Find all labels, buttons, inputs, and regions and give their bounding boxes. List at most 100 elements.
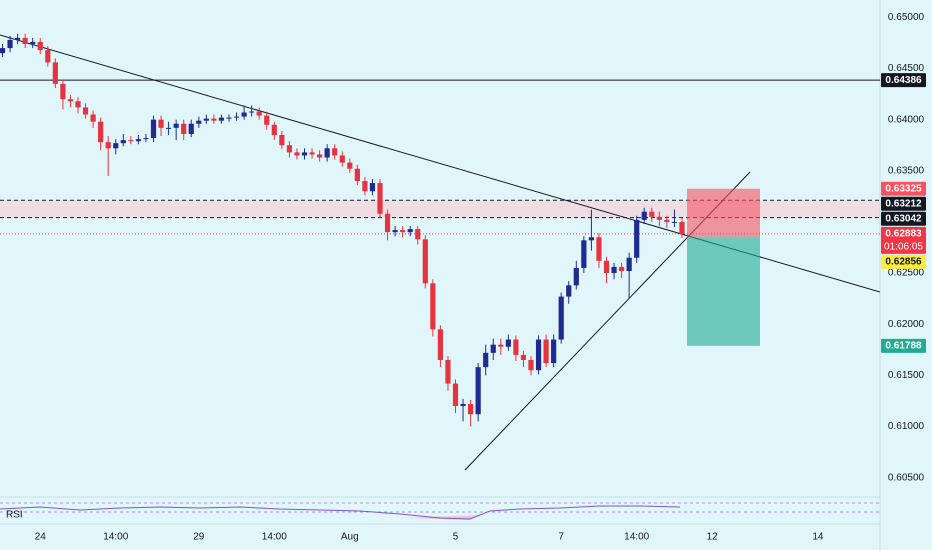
x-tick-label: 5 (453, 532, 459, 543)
candle-body (581, 240, 587, 268)
y-tick-label: 0.64500 (888, 63, 925, 74)
candle-body (611, 266, 617, 274)
y-tick-label: 0.64000 (888, 114, 925, 125)
candle-body (233, 116, 240, 118)
candle-body (603, 260, 610, 274)
x-tick-label: 7 (558, 532, 564, 543)
candle-body (203, 118, 209, 121)
axes: 0.650000.645000.640000.635000.630000.625… (35, 12, 926, 543)
candle-body (150, 119, 157, 139)
candle-body (0, 48, 6, 54)
candle-body (120, 140, 126, 144)
candle-body (543, 339, 549, 364)
candle-body (641, 211, 647, 220)
candle-body (60, 83, 66, 100)
candle-body (256, 111, 262, 116)
candle-body (196, 120, 202, 124)
price-tag (881, 338, 926, 353)
y-tick-label: 0.65000 (888, 12, 925, 23)
price-tag-label: 0.61788 (885, 341, 922, 352)
candle-body (143, 138, 149, 140)
candle-body (656, 216, 662, 220)
price-tag-label: 0.63325 (885, 183, 922, 194)
candle-body (347, 162, 353, 169)
candle-body (82, 107, 89, 115)
candle-body (173, 123, 179, 128)
stop-zone (687, 188, 760, 237)
candle-body (445, 360, 451, 384)
candle-body (422, 239, 428, 284)
price-tag-label: 0.63042 (885, 213, 922, 224)
candle-body (483, 352, 489, 368)
candle-body (400, 230, 406, 233)
candle-body (634, 219, 640, 258)
candle-body (271, 124, 277, 135)
candle-body (37, 41, 43, 51)
y-tick-label: 0.61500 (888, 370, 925, 381)
candle-body (317, 154, 323, 158)
x-tick-label: 14 (812, 532, 824, 543)
candle-body (226, 117, 232, 119)
candle-body (128, 140, 134, 142)
candle-body (430, 283, 436, 330)
candle-body (309, 152, 315, 155)
candle-body (566, 285, 572, 297)
price-tag (881, 196, 926, 211)
candle-body (52, 62, 58, 84)
candle-body (369, 183, 376, 192)
candle-body (90, 114, 96, 122)
candle-body (30, 41, 36, 44)
candle-body (354, 168, 360, 182)
candle-body (286, 145, 292, 153)
candle-body (535, 339, 542, 371)
price-tag (881, 211, 926, 226)
price-tag-label: 0.63212 (885, 198, 922, 209)
candle-body (505, 339, 511, 347)
candle-body (415, 229, 421, 240)
candle-body (437, 329, 443, 360)
candle-body (241, 112, 247, 117)
y-tick-label: 0.62500 (888, 268, 925, 279)
candle-body (498, 344, 504, 347)
level-zone (0, 200, 880, 218)
y-tick-label: 0.60500 (888, 472, 925, 483)
candle-body (211, 118, 217, 121)
candle-body (166, 127, 172, 129)
candle-body (332, 148, 338, 156)
x-tick-label: 24 (35, 532, 47, 543)
candle-body (671, 221, 678, 223)
candle-body (301, 152, 308, 156)
y-tick-label: 0.61000 (888, 421, 925, 432)
candle-body (407, 229, 413, 233)
target-zone (687, 236, 760, 346)
x-tick-label: 14:00 (103, 532, 128, 543)
candle-body (452, 383, 459, 407)
candle-body (475, 367, 481, 415)
candle-body (294, 152, 300, 156)
candle-body (67, 99, 74, 102)
candle-body (113, 143, 119, 149)
price-tag-label: 0.62883 (885, 229, 922, 240)
candle-body (468, 403, 474, 415)
y-tick-label: 0.62000 (888, 319, 925, 330)
candle-body (22, 37, 28, 44)
candle-body (339, 155, 345, 163)
candle-body (362, 181, 368, 192)
x-tick-label: Aug (341, 532, 359, 543)
x-tick-label: 14:00 (262, 532, 287, 543)
candle-body (158, 119, 164, 128)
candle-body (218, 117, 225, 121)
candle-body (249, 111, 255, 113)
price-pane (0, 33, 880, 471)
candle-body (181, 123, 187, 134)
x-tick-label: 29 (193, 532, 205, 543)
candle-body (279, 135, 285, 146)
y-tick-label: 0.63500 (888, 165, 925, 176)
candle-body (45, 50, 51, 63)
candle-body (460, 403, 466, 407)
candle-body (679, 221, 685, 235)
x-tick-label: 12 (707, 532, 719, 543)
candle-body (649, 211, 655, 217)
